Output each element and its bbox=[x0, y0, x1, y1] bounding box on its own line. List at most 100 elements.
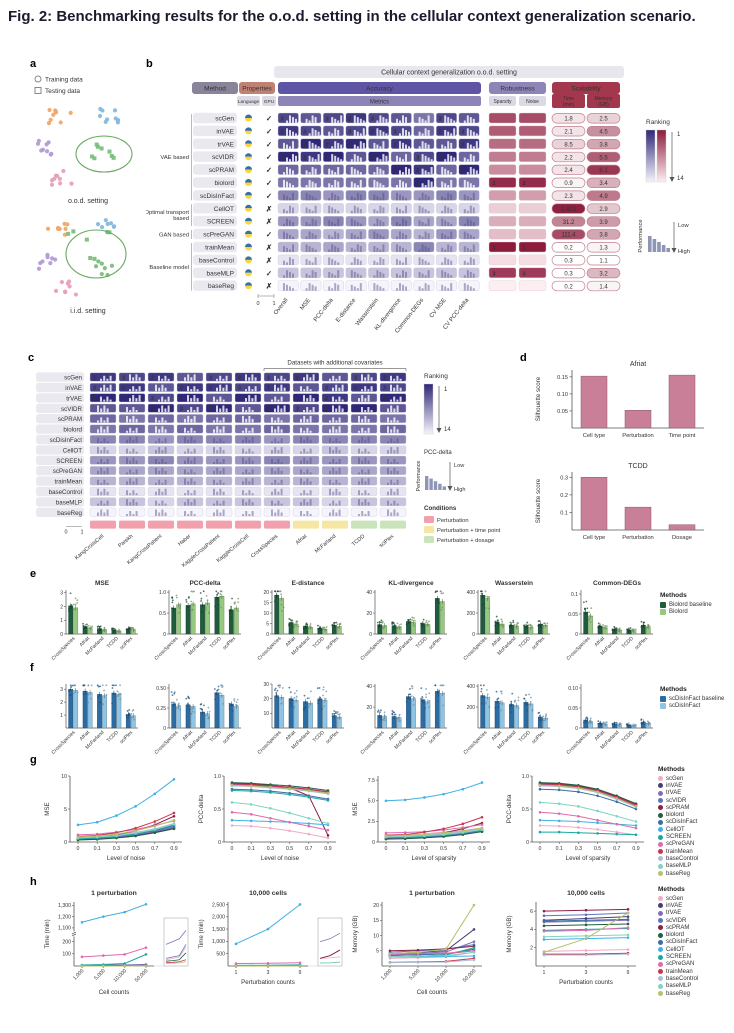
rank-cell bbox=[277, 177, 299, 188]
test-region-ellipse bbox=[75, 135, 133, 173]
bar bbox=[176, 604, 182, 635]
svg-text:3: 3 bbox=[439, 117, 442, 123]
svg-text:0: 0 bbox=[218, 840, 221, 846]
rank-cell bbox=[292, 372, 320, 382]
rank-cell bbox=[118, 476, 146, 486]
legend-marker bbox=[658, 903, 663, 909]
legend-item: baseReg bbox=[658, 870, 732, 877]
rank-cell bbox=[345, 203, 367, 214]
bar bbox=[293, 699, 299, 729]
line-scPreGAN bbox=[389, 950, 475, 955]
category-label: sciPlex bbox=[222, 635, 238, 651]
rank-cell bbox=[292, 414, 320, 424]
rank-cell bbox=[118, 445, 146, 455]
rank-cell bbox=[321, 507, 349, 517]
legend-marker bbox=[658, 841, 663, 847]
heatmap-row-scGen: scGen 2 3 2 3 2 3 2 3 2 bbox=[36, 372, 407, 382]
method-row-scVIDR: scVIDR ✓ 1 2 1 1 3 1 2.2 5.5 bbox=[193, 151, 621, 163]
method-name: inVAE bbox=[65, 385, 82, 392]
svg-text:Low: Low bbox=[678, 223, 689, 229]
svg-text:3: 3 bbox=[393, 130, 396, 136]
rank-cell bbox=[458, 228, 480, 240]
method-name: scVIDR bbox=[212, 154, 234, 161]
rank-cell bbox=[379, 445, 407, 455]
legend-marker bbox=[658, 790, 663, 796]
rank-cell bbox=[277, 228, 299, 240]
rank-cell bbox=[118, 486, 146, 496]
bar bbox=[171, 607, 177, 635]
category-label: sciPlex bbox=[428, 635, 444, 651]
bar bbox=[485, 598, 491, 635]
rank-cell bbox=[118, 424, 146, 434]
legend-item: trainMean bbox=[658, 968, 732, 975]
svg-text:5: 5 bbox=[376, 949, 379, 955]
gpu-cross-icon: ✗ bbox=[266, 217, 272, 226]
x-axis-label: Level of noise bbox=[107, 855, 146, 862]
dataset-label: sciPlex bbox=[378, 533, 395, 549]
rank-cell bbox=[277, 203, 299, 214]
condition-bar bbox=[148, 520, 174, 529]
svg-text:2: 2 bbox=[303, 155, 306, 161]
gpu-check-icon: ✓ bbox=[266, 191, 272, 200]
rank-cell bbox=[263, 445, 291, 455]
legend-item: biolord bbox=[658, 931, 732, 938]
svg-text:1.0: 1.0 bbox=[214, 774, 221, 780]
rank-cell bbox=[345, 215, 367, 227]
rank-cell bbox=[89, 445, 117, 455]
rank-cell bbox=[345, 151, 367, 162]
bar-chart-d1: Afriat Silhouette score 0.05 0.10 0.15 Cell t… bbox=[535, 361, 704, 439]
line-scDisInFact bbox=[539, 788, 637, 810]
x-tick-label: 1,000 bbox=[72, 968, 86, 982]
legend-marker bbox=[660, 702, 666, 709]
legend-marker bbox=[658, 983, 663, 989]
rank-cell bbox=[300, 267, 322, 279]
rank-cell bbox=[147, 507, 175, 517]
panel-e-legend: Methods Biolord baseline Biolord bbox=[660, 592, 732, 616]
rank-cell bbox=[263, 476, 291, 486]
svg-text:200: 200 bbox=[467, 705, 476, 711]
x-tick-label: 0.7 bbox=[151, 846, 158, 852]
chart-title: 1 perturbation bbox=[409, 890, 455, 897]
legend-title: Methods bbox=[658, 766, 685, 773]
robustness-cell bbox=[488, 125, 517, 137]
robustness-cell bbox=[518, 267, 547, 279]
svg-text:2,000: 2,000 bbox=[212, 915, 225, 921]
rank-cell bbox=[322, 215, 344, 227]
python-icon bbox=[245, 140, 252, 144]
metric-label: PCC-delta bbox=[313, 297, 335, 323]
robustness-cell bbox=[518, 280, 547, 291]
category-label: CrossSpecies bbox=[566, 635, 592, 661]
legend-item: scVIDR bbox=[658, 917, 732, 924]
robustness-cell bbox=[488, 203, 517, 214]
svg-text:30: 30 bbox=[263, 682, 269, 688]
panel-f-label: f bbox=[30, 662, 34, 674]
bar bbox=[219, 695, 225, 729]
memory-pill bbox=[586, 280, 621, 292]
svg-text:10: 10 bbox=[263, 711, 269, 717]
svg-text:2: 2 bbox=[492, 181, 495, 187]
legend-item: scPRAM bbox=[658, 924, 732, 931]
svg-text:1.8: 1.8 bbox=[564, 117, 573, 123]
rank-cell bbox=[322, 280, 344, 291]
rank-cell bbox=[300, 177, 322, 188]
panel-e-kl-chart: KL-divergence 0 20 40 CrossSpecies Afriat McFa… bbox=[351, 578, 451, 669]
legend-marker bbox=[658, 976, 663, 982]
svg-text:2.2: 2.2 bbox=[564, 155, 573, 161]
rank-cell bbox=[350, 434, 378, 444]
chart-title: KL-divergence bbox=[388, 580, 434, 587]
svg-text:High: High bbox=[678, 249, 690, 255]
bar bbox=[200, 604, 205, 635]
rank-cell bbox=[458, 267, 480, 279]
svg-text:7.5: 7.5 bbox=[368, 778, 375, 784]
svg-text:3: 3 bbox=[267, 375, 270, 381]
rank-cell bbox=[390, 254, 412, 266]
line-trainMean bbox=[231, 783, 329, 793]
svg-text:2: 2 bbox=[348, 117, 351, 123]
robustness-cell bbox=[518, 125, 547, 137]
legend-item: scDisInFact bbox=[660, 702, 732, 709]
category-label: sciPlex bbox=[119, 729, 135, 745]
rank-cell bbox=[118, 507, 146, 517]
bar bbox=[580, 375, 608, 429]
